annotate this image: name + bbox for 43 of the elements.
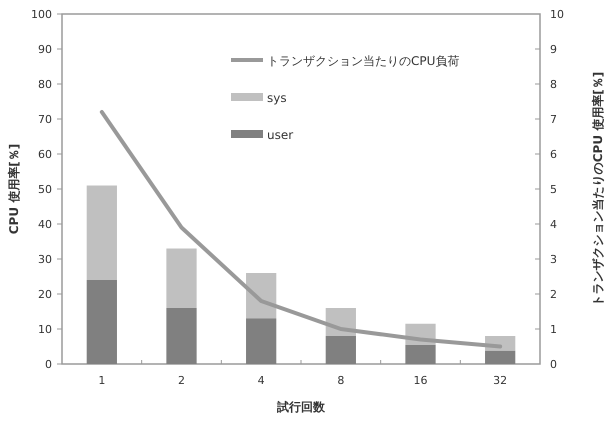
bar xyxy=(166,248,197,308)
x-tick-label: 1 xyxy=(98,374,106,387)
y2-tick-label: 6 xyxy=(550,148,557,161)
y2-tick-label: 5 xyxy=(550,183,557,196)
y-tick-label: 20 xyxy=(38,288,52,301)
y-tick-label: 10 xyxy=(38,323,52,336)
x-tick-label: 2 xyxy=(178,374,185,387)
bar xyxy=(86,280,117,364)
bar xyxy=(326,336,356,364)
y2-tick-label: 7 xyxy=(550,113,557,126)
line-series xyxy=(100,110,502,348)
y-tick-label: 50 xyxy=(38,183,52,196)
x-axis-title: 試行回数 xyxy=(276,400,326,414)
y2-tick-label: 2 xyxy=(550,288,557,301)
legend-label: トランザクション当たりのCPU負荷 xyxy=(267,54,460,68)
x-tick-label: 16 xyxy=(414,374,428,387)
y-tick-label: 80 xyxy=(38,78,52,91)
x-tick-label: 8 xyxy=(337,374,344,387)
x-tick-label: 32 xyxy=(493,374,508,387)
bar xyxy=(405,344,436,364)
legend-label: sys xyxy=(267,91,287,105)
y-tick-label: 100 xyxy=(31,8,52,21)
y2-tick-label: 8 xyxy=(550,78,557,91)
y-tick-label: 40 xyxy=(38,218,52,231)
y-tick-label: 60 xyxy=(38,148,52,161)
bar xyxy=(86,186,117,280)
legend-label: user xyxy=(267,128,294,142)
y2-tick-label: 4 xyxy=(550,218,557,231)
bar xyxy=(246,318,276,364)
y2-tick-label: 3 xyxy=(550,253,557,266)
x-tick-label: 4 xyxy=(258,374,265,387)
y2-tick-label: 1 xyxy=(550,323,557,336)
y2-tick-label: 9 xyxy=(550,43,557,56)
y-tick-label: 70 xyxy=(38,113,52,126)
y2-axis-title: トランザクション当たりのCPU 使用率[％] xyxy=(591,72,605,306)
y-tick-label: 0 xyxy=(45,358,52,371)
bar xyxy=(485,350,516,364)
y-axis-title: CPU 使用率[％] xyxy=(7,144,21,234)
y-tick-label: 30 xyxy=(38,253,52,266)
y-tick-label: 90 xyxy=(38,43,52,56)
y2-tick-label: 0 xyxy=(550,358,557,371)
bar xyxy=(166,308,197,364)
y2-tick-label: 10 xyxy=(550,8,564,21)
